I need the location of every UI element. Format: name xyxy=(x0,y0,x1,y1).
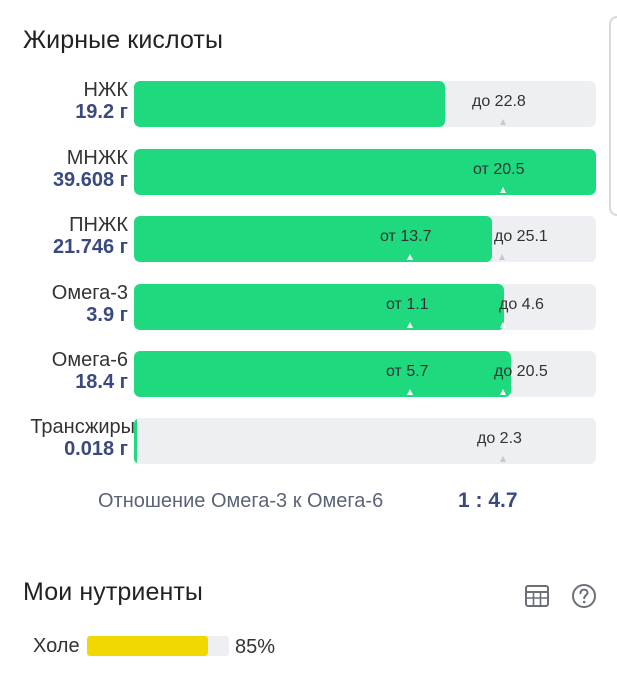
row-label: Омега-6 18.4 г xyxy=(52,349,128,393)
help-circle-icon[interactable] xyxy=(571,583,597,609)
fatty-acid-row-omega6: Омега-6 18.4 г от 5.7 до 20.5 xyxy=(0,349,600,399)
progress-fill xyxy=(134,81,446,127)
row-label: НЖК 19.2 г xyxy=(75,79,128,123)
row-label: Омега-3 3.9 г xyxy=(52,282,128,326)
upper-limit-tick xyxy=(500,322,506,328)
row-name: Трансжиры xyxy=(30,416,135,438)
upper-limit-tick xyxy=(500,389,506,395)
progress-fill xyxy=(134,216,493,262)
nutrient-progress-track xyxy=(87,636,229,656)
progress-track: до 2.3 xyxy=(134,418,596,464)
nutrient-percent: 85% xyxy=(235,636,276,658)
row-name: ПНЖК xyxy=(69,214,128,236)
progress-fill xyxy=(134,284,504,330)
my-nutrients-title: Мои нутриенты xyxy=(23,578,203,606)
lower-limit-tick xyxy=(500,187,506,193)
row-name: Омега-3 xyxy=(51,282,128,304)
upper-limit-tick xyxy=(500,456,506,462)
progress-fill xyxy=(134,149,596,195)
omega-ratio-label: Отношение Омега-3 к Омега-6 xyxy=(98,490,384,512)
progress-track: от 1.1 до 4.6 xyxy=(134,284,596,330)
row-label: МНЖК 39.608 г xyxy=(53,147,128,191)
progress-track: от 5.7 до 20.5 xyxy=(134,351,596,397)
lower-limit-label: от 20.5 xyxy=(473,161,525,178)
row-value: 3.9 г xyxy=(86,304,128,326)
fatty-acid-row-trans: Трансжиры 0.018 г до 2.3 xyxy=(0,416,600,466)
progress-track: от 13.7 до 25.1 xyxy=(134,216,596,262)
scrollbar[interactable] xyxy=(609,16,617,216)
upper-limit-tick xyxy=(499,254,505,260)
progress-fill xyxy=(134,351,511,397)
fatty-acid-row-omega3: Омега-3 3.9 г от 1.1 до 4.6 xyxy=(0,282,600,332)
upper-limit-label: до 4.6 xyxy=(499,296,544,313)
row-value: 18.4 г xyxy=(75,371,128,393)
row-value: 39.608 г xyxy=(52,169,128,191)
nutrient-progress-fill xyxy=(87,636,208,656)
row-value: 0.018 г xyxy=(64,438,128,460)
row-value: 21.746 г xyxy=(52,236,128,258)
nutrient-name: Холе xyxy=(33,635,80,657)
progress-track: до 22.8 xyxy=(134,81,596,127)
lower-limit-tick xyxy=(407,322,413,328)
row-label: Трансжиры 0.018 г xyxy=(30,416,135,460)
upper-limit-label: до 22.8 xyxy=(472,93,526,110)
lower-limit-tick xyxy=(407,389,413,395)
fatty-acid-row-mnzhk: МНЖК 39.608 г от 20.5 xyxy=(0,147,600,197)
lower-limit-label: от 5.7 xyxy=(386,363,429,380)
upper-limit-tick xyxy=(500,119,506,125)
row-label: ПНЖК 21.746 г xyxy=(53,214,128,258)
row-name: МНЖК xyxy=(66,147,128,169)
lower-limit-label: от 1.1 xyxy=(386,296,429,313)
row-value: 19.2 г xyxy=(75,101,128,123)
omega-ratio-value: 1 : 4.7 xyxy=(458,489,518,512)
upper-limit-label: до 25.1 xyxy=(494,228,548,245)
row-name: НЖК xyxy=(83,79,128,101)
progress-track: от 20.5 xyxy=(134,149,596,195)
fatty-acids-title: Жирные кислоты xyxy=(23,26,224,54)
table-icon[interactable] xyxy=(524,583,550,609)
row-name: Омега-6 xyxy=(51,349,128,371)
lower-limit-tick xyxy=(407,254,413,260)
upper-limit-label: до 20.5 xyxy=(494,363,548,380)
fatty-acid-row-pnzhk: ПНЖК 21.746 г от 13.7 до 25.1 xyxy=(0,214,600,264)
lower-limit-label: от 13.7 xyxy=(380,228,432,245)
upper-limit-label: до 2.3 xyxy=(477,430,522,447)
fatty-acid-row-nzhk: НЖК 19.2 г до 22.8 xyxy=(0,79,600,129)
progress-fill xyxy=(134,418,137,464)
